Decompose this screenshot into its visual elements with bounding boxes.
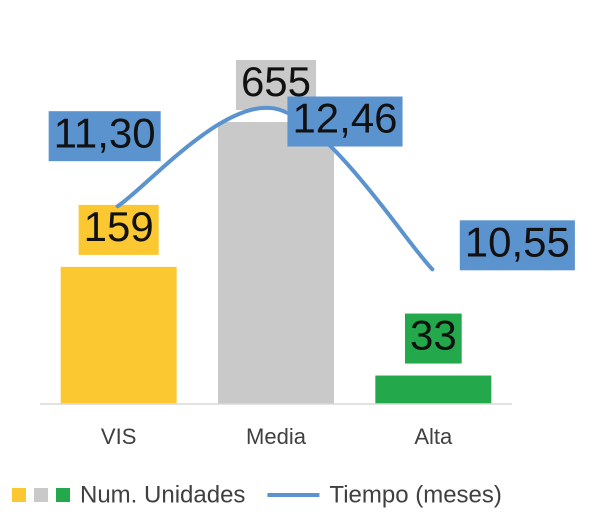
line-label-group: 11,30 bbox=[48, 109, 161, 162]
plot-area bbox=[60, 122, 492, 404]
legend-swatch bbox=[56, 488, 70, 502]
legend-swatch bbox=[12, 488, 26, 502]
line-label-group: 10,55 bbox=[459, 218, 575, 271]
bar-label-box bbox=[404, 313, 462, 364]
line-label-box bbox=[459, 220, 575, 271]
line-label-box bbox=[48, 111, 161, 162]
x-tick-label: Media bbox=[246, 424, 307, 449]
legend-label: Num. Unidades bbox=[80, 481, 245, 508]
line-label: 11,30 bbox=[54, 109, 156, 156]
bar-label-group: 159 bbox=[78, 203, 159, 255]
bar bbox=[375, 375, 492, 404]
line-label: 10,55 bbox=[465, 218, 570, 265]
line bbox=[115, 105, 435, 272]
x-tick-label: VIS bbox=[101, 424, 136, 449]
line-label: 12,46 bbox=[292, 95, 397, 142]
x-tick-label: Alta bbox=[414, 424, 453, 449]
bar-label-box bbox=[78, 204, 159, 255]
bar-label-group: 33 bbox=[404, 312, 462, 364]
legend-label: Tiempo (meses) bbox=[329, 481, 501, 508]
bar-label-group: 655 bbox=[235, 58, 317, 110]
line-label-box bbox=[287, 96, 403, 147]
legend-swatch bbox=[34, 488, 48, 502]
bar-label: 159 bbox=[84, 203, 154, 250]
bar bbox=[60, 266, 177, 404]
bar bbox=[218, 122, 334, 404]
bar-label: 33 bbox=[410, 312, 457, 359]
line-label-group: 12,46 bbox=[287, 95, 403, 147]
